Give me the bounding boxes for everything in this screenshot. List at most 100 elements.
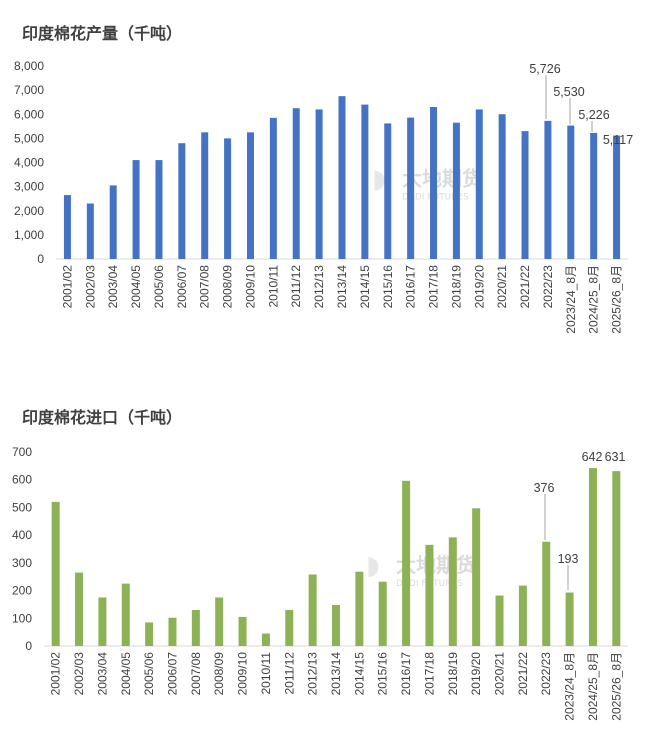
production-bar (452, 122, 460, 259)
import-chart-title: 印度棉花进口（千吨） (22, 408, 183, 427)
production-xtick-label: 2002/03 (83, 265, 97, 309)
import-bar (495, 595, 504, 646)
production-xtick-label: 2023/24_8月 (564, 265, 578, 334)
import-bar (355, 571, 364, 646)
watermark-logo-icon: ◗ (366, 551, 380, 581)
import-xtick-label: 2021/22 (516, 652, 530, 696)
production-bar (155, 160, 163, 259)
production-bar (63, 195, 71, 259)
import-bar (98, 597, 107, 646)
import-xtick-label: 2003/04 (95, 652, 109, 696)
import-data-label: 376 (534, 481, 555, 495)
import-xtick-label: 2004/05 (119, 652, 133, 696)
import-bar (75, 572, 84, 646)
production-ytick-label: 2,000 (14, 204, 44, 218)
production-xtick-label: 2008/09 (221, 265, 235, 309)
production-xtick-label: 2018/19 (449, 265, 463, 309)
production-xtick-label: 2011/12 (289, 265, 303, 308)
production-data-label: 5,117 (603, 133, 633, 147)
production-xtick-label: 2012/13 (312, 265, 326, 309)
production-ytick-label: 1,000 (14, 228, 44, 242)
production-xtick-label: 2017/18 (427, 265, 441, 309)
import-xtick-label: 2011/12 (282, 652, 296, 695)
production-bar (109, 185, 117, 259)
import-bar (261, 633, 270, 646)
production-bar (613, 135, 621, 259)
production-ytick-label: 7,000 (14, 83, 44, 97)
import-bar (425, 544, 434, 646)
production-ytick-label: 0 (37, 252, 44, 266)
import-bar (448, 537, 457, 646)
import-bar (588, 468, 597, 646)
production-xtick-label: 2014/15 (358, 265, 372, 309)
import-ytick-label: 500 (12, 500, 32, 514)
production-bar (407, 117, 415, 259)
import-bar (402, 480, 411, 646)
production-bar (361, 104, 369, 259)
production-bar (201, 132, 209, 259)
import-ytick-label: 400 (12, 528, 32, 542)
production-xtick-label: 2015/16 (381, 265, 395, 309)
production-xtick-label: 2013/14 (335, 265, 349, 309)
import-data-label: 193 (558, 552, 579, 566)
production-chart-title: 印度棉花产量（千吨） (22, 24, 183, 43)
production-ytick-label: 5,000 (14, 131, 44, 145)
import-xtick-label: 2015/16 (376, 652, 390, 696)
import-xtick-label: 2013/14 (329, 652, 343, 696)
import-ytick-label: 700 (12, 445, 32, 459)
production-bar (224, 138, 232, 259)
production-xtick-label: 2022/23 (541, 265, 555, 309)
watermark-text: 大地期货 (402, 167, 482, 191)
production-xtick-label: 2025/26_8月 (610, 265, 624, 334)
import-ytick-label: 100 (12, 611, 32, 625)
import-xtick-label: 2022/23 (539, 652, 553, 696)
import-bar (215, 597, 224, 646)
import-xtick-label: 2009/10 (236, 652, 250, 696)
production-bar (544, 120, 552, 259)
production-xtick-label: 2006/07 (175, 265, 189, 309)
production-xtick-label: 2016/17 (404, 265, 418, 309)
production-bar (430, 107, 438, 259)
production-xtick-label: 2019/20 (472, 265, 486, 309)
production-bar (292, 108, 300, 259)
import-xtick-label: 2016/17 (399, 652, 413, 696)
production-xtick-label: 2021/22 (518, 265, 532, 309)
production-bar (338, 96, 346, 259)
production-bar (475, 109, 483, 259)
import-xtick-label: 2008/09 (212, 652, 226, 696)
import-data-label: 642 (582, 450, 603, 464)
import-bar (612, 471, 621, 646)
production-bar (132, 160, 140, 259)
import-ytick-label: 300 (12, 556, 32, 570)
production-bar (590, 132, 598, 259)
production-ytick-label: 6,000 (14, 107, 44, 121)
production-bar (178, 143, 186, 259)
import-bar (308, 574, 317, 646)
production-xtick-label: 2003/04 (106, 265, 120, 309)
production-bar (269, 117, 277, 260)
import-bar (518, 585, 527, 646)
import-xtick-label: 2001/02 (49, 652, 63, 696)
import-bar (472, 508, 481, 646)
import-xtick-label: 2006/07 (165, 652, 179, 696)
production-data-label: 5,226 (578, 108, 609, 122)
import-xtick-label: 2014/15 (352, 652, 366, 696)
production-xtick-label: 2001/02 (60, 265, 74, 309)
import-bar (145, 622, 154, 646)
import-xtick-label: 2019/20 (469, 652, 483, 696)
import-ytick-label: 200 (12, 584, 32, 598)
import-xtick-label: 2020/21 (493, 652, 507, 696)
production-xtick-label: 2004/05 (129, 265, 143, 309)
import-data-label: 631 (605, 450, 626, 464)
import-xtick-label: 2023/24_8月 (563, 652, 577, 721)
production-xtick-label: 2005/06 (152, 265, 166, 309)
production-bar (521, 131, 529, 259)
production-data-label: 5,530 (553, 85, 584, 99)
import-xtick-label: 2017/18 (422, 652, 436, 696)
import-bar (285, 609, 294, 646)
production-ytick-label: 3,000 (14, 180, 44, 194)
production-ytick-label: 4,000 (14, 156, 44, 170)
production-ytick-label: 8,000 (14, 59, 44, 73)
production-xtick-label: 2007/08 (198, 265, 212, 309)
